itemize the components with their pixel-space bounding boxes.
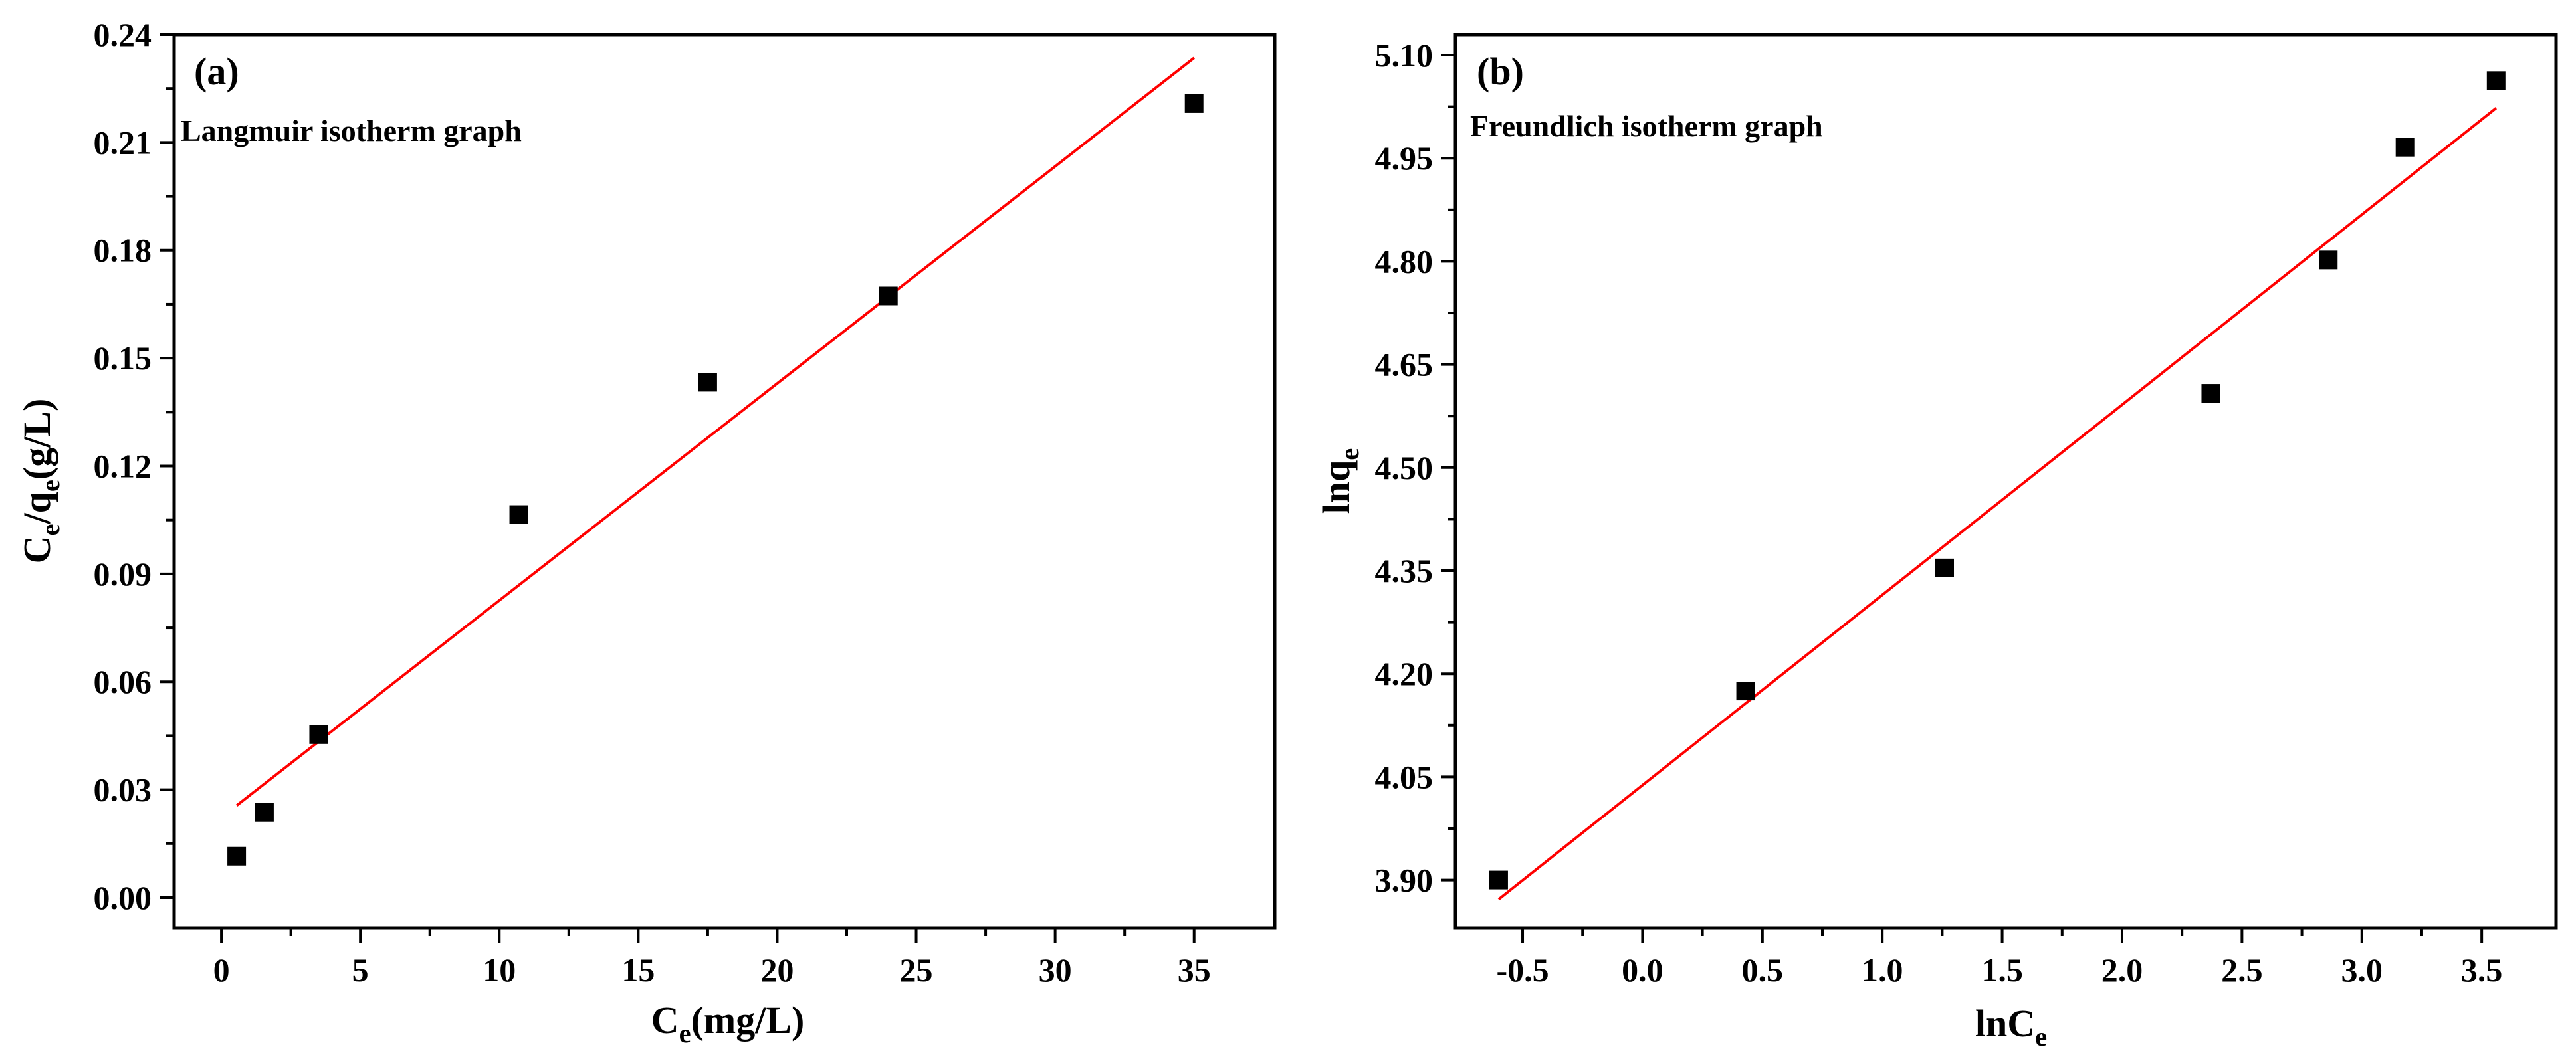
freundlich-x-tick-label: 3.0 xyxy=(2341,951,2383,989)
freundlich-y-tick-label: 4.20 xyxy=(1375,655,1434,692)
langmuir-data-point-4 xyxy=(509,505,528,524)
langmuir-x-tick-label: 30 xyxy=(1039,951,1072,989)
langmuir-chart-title: Langmuir isotherm graph xyxy=(181,114,522,147)
freundlich-plot-frame xyxy=(1453,33,2558,930)
freundlich-y-tick-label: 4.65 xyxy=(1375,346,1434,383)
langmuir-x-tick-label: 10 xyxy=(483,951,516,989)
freundlich-x-tick-label: 2.0 xyxy=(2101,951,2143,989)
langmuir-x-tick-label: 35 xyxy=(1178,951,1211,989)
freundlich-data-point-3 xyxy=(1935,558,1954,577)
freundlich-data-point-1 xyxy=(1489,870,1508,890)
langmuir-y-tick-label: 0.18 xyxy=(94,232,152,269)
langmuir-y-tick-label: 0.00 xyxy=(94,879,152,916)
freundlich-data-point-7 xyxy=(2486,71,2506,90)
freundlich-x-tick-label: 2.5 xyxy=(2221,951,2263,989)
freundlich-x-tick-label: 0.0 xyxy=(1622,951,1664,989)
langmuir-y-tick-label: 0.24 xyxy=(94,16,152,53)
langmuir-data-point-6 xyxy=(879,286,898,306)
freundlich-x-tick-label: 0.5 xyxy=(1742,951,1784,989)
langmuir-y-tick-label: 0.03 xyxy=(94,771,152,809)
langmuir-x-tick-label: 20 xyxy=(760,951,794,989)
langmuir-data-point-7 xyxy=(1184,94,1204,113)
freundlich-y-tick-label: 3.90 xyxy=(1375,862,1434,899)
langmuir-x-axis-title: Ce(mg/L) xyxy=(651,999,805,1048)
langmuir-fit-line xyxy=(235,56,1195,807)
langmuir-y-tick-label: 0.09 xyxy=(94,555,152,593)
freundlich-x-tick-label: 3.5 xyxy=(2461,951,2503,989)
freundlich-y-tick-label: 4.05 xyxy=(1375,758,1434,795)
freundlich-y-tick-label: 4.80 xyxy=(1375,242,1434,280)
langmuir-data-point-2 xyxy=(255,803,274,822)
freundlich-y-tick-label: 4.35 xyxy=(1375,552,1434,589)
freundlich-chart: -0.5 0.0 0.5 1.0 1.5 2.0 2.5 3.0 3.5 3.90 4.05 4.2… xyxy=(1315,33,2558,1052)
freundlich-data-point-6 xyxy=(2395,138,2415,157)
langmuir-y-tick-label: 0.12 xyxy=(94,447,152,484)
freundlich-data-point-4 xyxy=(2201,384,2220,403)
freundlich-fit-line xyxy=(1497,107,2498,901)
langmuir-chart: 0 5 10 15 20 25 30 35 0.00 0.03 0.06 0.09 0.12 0.15 0… xyxy=(15,16,1277,1048)
freundlich-y-tick-label: 4.50 xyxy=(1375,449,1434,486)
freundlich-panel-label: (b) xyxy=(1477,50,1524,93)
langmuir-y-axis-title: Ce/qe(g/L) xyxy=(15,399,65,564)
freundlich-x-tick-label: 1.0 xyxy=(1862,951,1903,989)
langmuir-data-point-5 xyxy=(698,373,717,392)
langmuir-x-tick-label: 15 xyxy=(621,951,655,989)
freundlich-data-point-5 xyxy=(2319,250,2338,270)
langmuir-data-point-3 xyxy=(309,725,328,744)
freundlich-chart-title: Freundlich isotherm graph xyxy=(1470,109,1823,143)
langmuir-x-tick-label: 5 xyxy=(352,951,369,989)
langmuir-y-tick-label: 0.06 xyxy=(94,663,152,700)
langmuir-y-tick-label: 0.15 xyxy=(94,339,152,377)
freundlich-data-point-2 xyxy=(1736,682,1755,701)
langmuir-x-tick-label: 0 xyxy=(213,951,230,989)
langmuir-y-tick-label: 0.21 xyxy=(94,124,152,161)
langmuir-data-point-1 xyxy=(227,846,247,866)
langmuir-x-tick-label: 25 xyxy=(900,951,933,989)
langmuir-panel-label: (a) xyxy=(194,50,239,93)
freundlich-x-tick-label: -0.5 xyxy=(1496,951,1549,989)
freundlich-x-tick-label: 1.5 xyxy=(1981,951,2023,989)
freundlich-y-axis-title: lnqe xyxy=(1315,448,1364,514)
freundlich-x-axis-title: lnCe xyxy=(1975,1002,2047,1052)
langmuir-plot-frame xyxy=(172,33,1277,930)
freundlich-y-tick-label: 5.10 xyxy=(1375,37,1434,74)
freundlich-y-tick-label: 4.95 xyxy=(1375,140,1434,177)
